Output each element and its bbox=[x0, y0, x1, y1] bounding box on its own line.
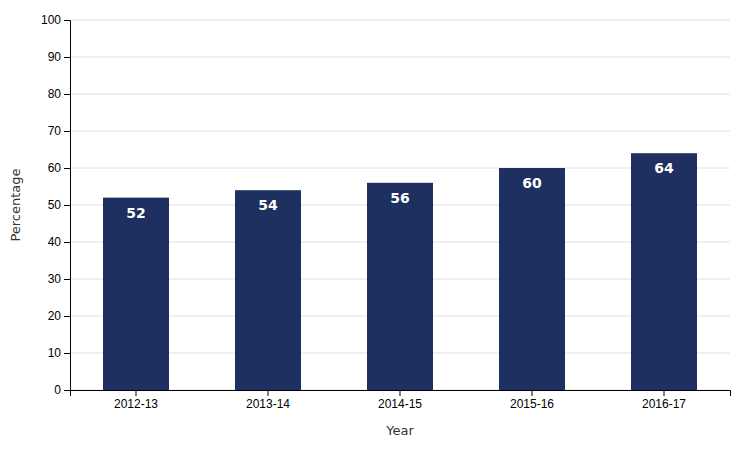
tick-mark bbox=[136, 390, 137, 396]
tick-label: 0 bbox=[54, 383, 61, 397]
tick-mark bbox=[64, 205, 70, 206]
y-axis-title: Percentage bbox=[8, 168, 23, 241]
bar bbox=[235, 190, 301, 390]
tick: 2013-14 bbox=[246, 390, 290, 411]
tick-label: 2016-17 bbox=[642, 397, 686, 411]
tick: 2012-13 bbox=[114, 390, 158, 411]
tick-mark bbox=[64, 131, 70, 132]
tick-label: 2015-16 bbox=[510, 397, 554, 411]
tick: 60 bbox=[48, 161, 70, 175]
grid-line bbox=[70, 57, 730, 58]
axis-line bbox=[64, 21, 71, 391]
bar bbox=[103, 198, 169, 390]
chart: 0 10 20 30 40 50 60 70 80 90 100 2012-13 2013-14 2014… bbox=[0, 0, 750, 450]
tick-mark bbox=[64, 279, 70, 280]
tick-label: 100 bbox=[41, 13, 61, 27]
tick: 80 bbox=[48, 87, 70, 101]
tick: 2016-17 bbox=[642, 390, 686, 411]
grid-line bbox=[70, 94, 730, 95]
tick-label: 2012-13 bbox=[114, 397, 158, 411]
tick-mark bbox=[400, 390, 401, 396]
tick-mark bbox=[664, 390, 665, 396]
bar bbox=[367, 183, 433, 390]
tick-mark bbox=[64, 94, 70, 95]
tick-mark bbox=[64, 242, 70, 243]
tick: 10 bbox=[48, 346, 70, 360]
tick: 70 bbox=[48, 124, 70, 138]
tick-label: 30 bbox=[48, 272, 62, 286]
data-label: 64 bbox=[654, 160, 674, 176]
tick-label: 2014-15 bbox=[378, 397, 422, 411]
tick-mark bbox=[64, 168, 70, 169]
tick: 40 bbox=[48, 235, 70, 249]
tick: 0 bbox=[54, 383, 70, 397]
data-label: 56 bbox=[390, 190, 409, 206]
axis-line bbox=[71, 391, 731, 397]
tick: 20 bbox=[48, 309, 70, 323]
tick: 90 bbox=[48, 50, 70, 64]
tick-mark bbox=[64, 20, 70, 21]
tick-mark bbox=[64, 316, 70, 317]
tick-mark bbox=[268, 390, 269, 396]
tick-label: 10 bbox=[48, 346, 62, 360]
data-labels: 52 54 56 60 64 bbox=[126, 160, 674, 220]
tick-mark bbox=[532, 390, 533, 396]
grid-line bbox=[70, 131, 730, 132]
tick: 50 bbox=[48, 198, 70, 212]
bar bbox=[631, 153, 697, 390]
tick-mark bbox=[64, 57, 70, 58]
bars bbox=[103, 153, 697, 390]
tick-label: 60 bbox=[48, 161, 62, 175]
data-label: 54 bbox=[258, 197, 278, 213]
tick-label: 40 bbox=[48, 235, 62, 249]
tick-label: 20 bbox=[48, 309, 62, 323]
grid-line bbox=[70, 20, 730, 21]
tick: 100 bbox=[41, 13, 70, 27]
tick: 30 bbox=[48, 272, 70, 286]
x-axis: 2012-13 2013-14 2014-15 2015-16 2016-17 bbox=[71, 390, 731, 411]
x-axis-title: Year bbox=[385, 423, 414, 438]
tick-label: 90 bbox=[48, 50, 62, 64]
grid bbox=[70, 20, 730, 390]
tick-label: 70 bbox=[48, 124, 62, 138]
tick-mark bbox=[64, 390, 70, 391]
plot: 0 10 20 30 40 50 60 70 80 90 100 2012-13 2013-14 2014… bbox=[41, 13, 731, 410]
tick-label: 2013-14 bbox=[246, 397, 290, 411]
tick-label: 50 bbox=[48, 198, 62, 212]
tick: 2014-15 bbox=[378, 390, 422, 411]
tick: 2015-16 bbox=[510, 390, 554, 411]
data-label: 60 bbox=[522, 175, 542, 191]
y-axis: 0 10 20 30 40 50 60 70 80 90 100 bbox=[41, 13, 71, 397]
bar bbox=[499, 168, 565, 390]
tick-label: 80 bbox=[48, 87, 62, 101]
data-label: 52 bbox=[126, 205, 145, 221]
tick-mark bbox=[64, 353, 70, 354]
